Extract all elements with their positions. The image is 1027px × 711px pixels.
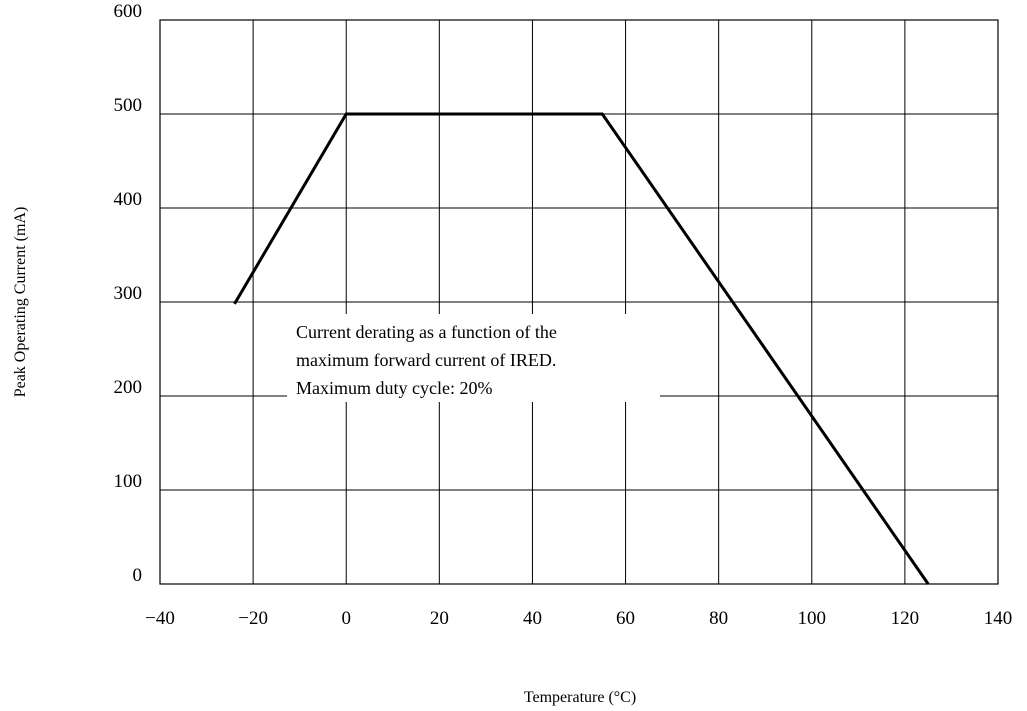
x-tick-label: −20 bbox=[238, 608, 268, 629]
grid-lines bbox=[160, 20, 998, 584]
x-tick-label: 80 bbox=[709, 608, 728, 629]
annotation-background bbox=[287, 314, 660, 402]
plot-border bbox=[159, 19, 999, 585]
plot-frame bbox=[159, 19, 999, 585]
x-tick-label: 60 bbox=[616, 608, 635, 629]
y-tick-label: 400 bbox=[114, 189, 143, 210]
y-axis-label: Peak Operating Current (mA) bbox=[12, 207, 29, 398]
x-tick-label: 40 bbox=[523, 608, 542, 629]
y-tick-label: 600 bbox=[114, 1, 143, 22]
y-tick-labels: 0 100 200 300 400 500 600 bbox=[114, 1, 143, 586]
x-tick-label: 120 bbox=[891, 608, 920, 629]
y-tick-label: 200 bbox=[114, 377, 143, 398]
x-tick-label: 100 bbox=[798, 608, 827, 629]
annotation-line-3: Maximum duty cycle: 20% bbox=[296, 378, 492, 398]
annotation-line-1: Current derating as a function of the bbox=[296, 322, 557, 342]
y-tick-label: 300 bbox=[114, 283, 143, 304]
x-axis-label: Temperature (°C) bbox=[524, 689, 636, 706]
y-tick-label: 500 bbox=[114, 95, 143, 116]
x-tick-label: 20 bbox=[430, 608, 449, 629]
x-tick-label: −40 bbox=[145, 608, 175, 629]
x-tick-labels: −40 −20 0 20 40 60 80 100 120 140 bbox=[145, 608, 1012, 629]
series-line-0 bbox=[233, 112, 930, 585]
series-group bbox=[233, 112, 930, 585]
y-tick-label: 100 bbox=[114, 471, 143, 492]
x-tick-label: 0 bbox=[341, 608, 351, 629]
x-tick-label: 140 bbox=[984, 608, 1013, 629]
annotation-line-2: maximum forward current of IRED. bbox=[296, 350, 556, 370]
y-tick-label: 0 bbox=[133, 565, 143, 586]
